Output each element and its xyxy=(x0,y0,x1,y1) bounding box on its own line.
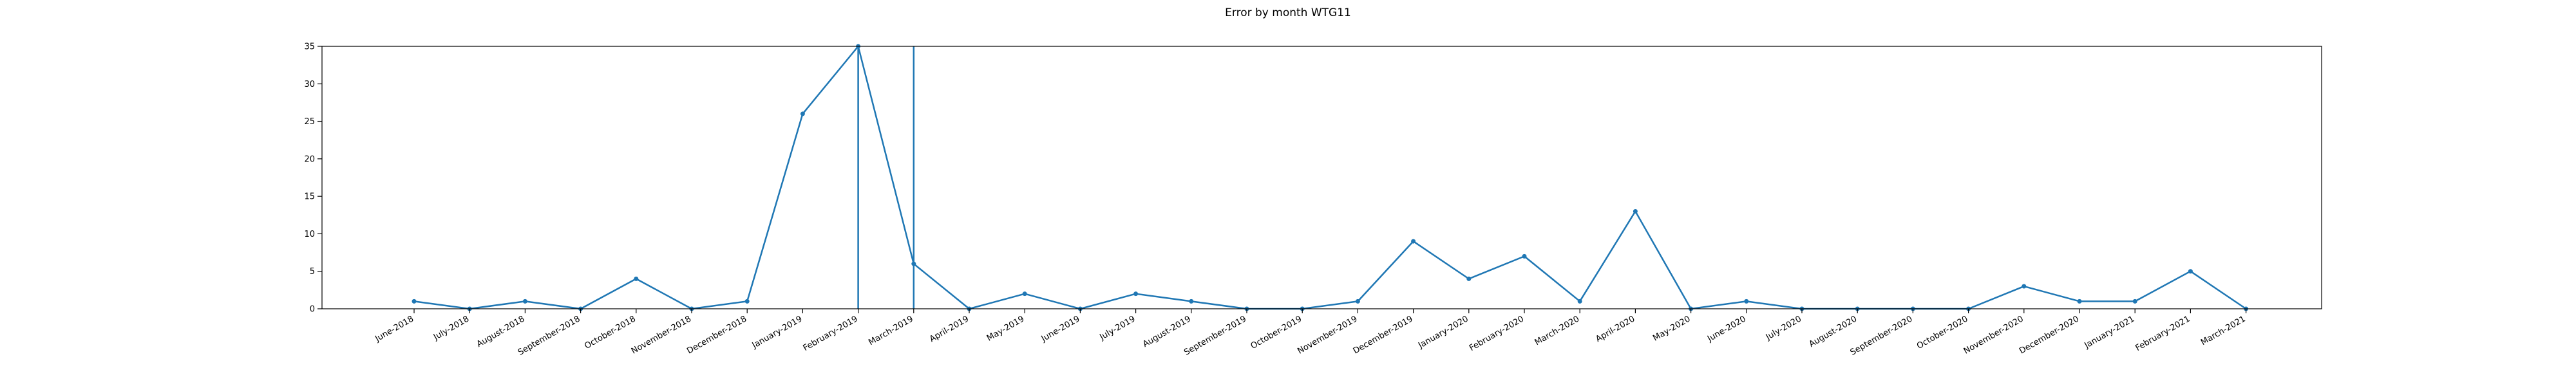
data-point xyxy=(1744,299,1749,304)
data-point xyxy=(522,299,527,304)
series-line xyxy=(413,45,2247,310)
x-tick-label: July-2019 xyxy=(1097,314,1137,342)
data-point xyxy=(1577,299,1582,304)
data-point xyxy=(911,261,916,266)
data-point xyxy=(2022,284,2027,289)
y-tick-label: 35 xyxy=(304,42,315,52)
x-tick-label: May-2019 xyxy=(985,314,1026,343)
x-tick-label: October-2020 xyxy=(1915,314,1970,351)
x-tick-label: December-2019 xyxy=(1352,314,1415,356)
x-tick-label: May-2020 xyxy=(1651,314,1692,343)
x-tick-label: April-2019 xyxy=(928,314,971,344)
x-tick-label: October-2019 xyxy=(1249,314,1304,351)
x-tick-label: March-2019 xyxy=(867,314,915,347)
data-point xyxy=(1355,299,1360,304)
y-tick-label: 0 xyxy=(310,305,315,315)
x-tick-label: July-2018 xyxy=(431,314,471,342)
data-point xyxy=(634,276,639,281)
x-tick-label: February-2021 xyxy=(2134,314,2192,353)
data-point xyxy=(1466,276,1472,281)
y-tick-label: 15 xyxy=(304,192,315,202)
x-tick-label: January-2019 xyxy=(750,314,804,351)
x-tick-label: September-2019 xyxy=(1182,314,1248,357)
x-tick-label: June-2018 xyxy=(373,314,415,344)
x-tick-label: August-2020 xyxy=(1808,314,1859,349)
data-point xyxy=(1189,299,1194,304)
data-point xyxy=(1411,239,1416,244)
data-point xyxy=(800,111,805,116)
x-tick-label: November-2019 xyxy=(1296,314,1359,356)
vertical-lines xyxy=(857,46,915,309)
x-tick-label: August-2018 xyxy=(475,314,527,349)
data-point xyxy=(1633,208,1638,214)
data-point xyxy=(2188,269,2193,274)
x-tick-label: November-2018 xyxy=(630,314,693,356)
x-tick-label: January-2021 xyxy=(2083,314,2137,351)
y-tick-label: 30 xyxy=(304,80,315,89)
x-tick-label: June-2020 xyxy=(1705,314,1748,344)
data-point xyxy=(1133,291,1139,297)
x-tick-label: August-2019 xyxy=(1141,314,1193,349)
data-point xyxy=(1522,253,1527,259)
data-point xyxy=(744,299,750,304)
y-tick-label: 25 xyxy=(304,117,315,127)
data-point xyxy=(1022,291,1027,297)
x-tick-label: January-2020 xyxy=(1416,314,1470,351)
x-axis: June-2018 July-2018 August-2018September-2… xyxy=(373,309,2248,358)
data-point xyxy=(412,299,417,304)
y-axis: 0 5 10 15 20 25 30 35 xyxy=(304,42,322,315)
x-tick-label: February-2019 xyxy=(802,314,860,353)
y-tick-label: 10 xyxy=(304,230,315,239)
x-tick-label: November-2020 xyxy=(1962,314,2025,356)
x-tick-label: July-2020 xyxy=(1764,314,1803,342)
y-tick-label: 20 xyxy=(304,154,315,164)
data-point xyxy=(2077,299,2082,304)
x-tick-label: April-2020 xyxy=(1594,314,1636,344)
x-tick-label: February-2020 xyxy=(1468,314,1526,353)
y-tick-label: 5 xyxy=(310,267,315,277)
x-tick-label: October-2018 xyxy=(583,314,638,351)
x-tick-label: March-2020 xyxy=(1533,314,1582,347)
x-tick-label: September-2020 xyxy=(1849,314,1915,357)
x-tick-label: September-2018 xyxy=(516,314,582,357)
x-tick-label: December-2020 xyxy=(2018,314,2081,356)
data-points xyxy=(412,44,2249,311)
data-point xyxy=(2132,299,2137,304)
x-tick-label: June-2019 xyxy=(1039,314,1082,344)
plot-frame xyxy=(321,46,2322,309)
x-tick-label: March-2021 xyxy=(2199,314,2248,347)
chart-title: Error by month WTG11 xyxy=(1225,6,1351,19)
x-tick-label: December-2018 xyxy=(685,314,748,356)
